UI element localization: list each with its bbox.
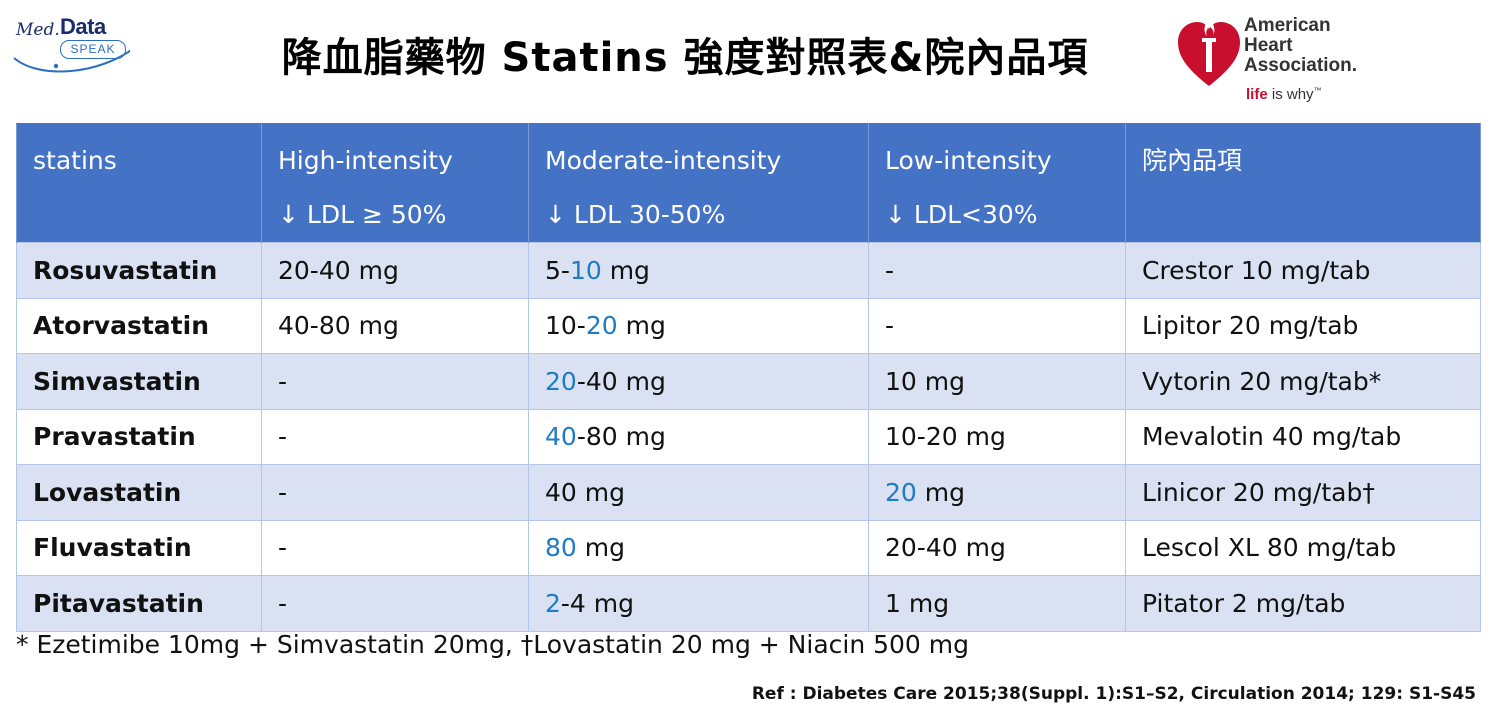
cell-moderate-intensity: 5-10 mg — [528, 242, 869, 299]
cell-statin-name: Atorvastatin — [16, 297, 262, 354]
cell-hospital-product: Linicor 20 mg/tab† — [1125, 464, 1481, 521]
table-row: Pravastatin -40-80 mg 10-20 mg Mevalotin 40… — [16, 408, 1481, 465]
cell-low-intensity: 10 mg — [868, 353, 1126, 410]
cell-low-intensity: 10-20 mg — [868, 408, 1126, 465]
table-row: Atorvastatin 40-80 mg 10-20 mg - Lipitor 20 … — [16, 297, 1481, 354]
cell-low-intensity: - — [868, 297, 1126, 354]
header-high-intensity: High-intensity ↓ LDL ≥ 50% — [261, 123, 529, 243]
cell-high-intensity: 20-40 mg — [261, 242, 529, 299]
cell-statin-name: Simvastatin — [16, 353, 262, 410]
cell-statin-name: Lovastatin — [16, 464, 262, 521]
aha-name: American Heart Association. — [1244, 15, 1357, 76]
page-title: 降血脂藥物 Statins 強度對照表&院內品項 — [281, 35, 1089, 81]
cell-high-intensity: - — [261, 353, 529, 410]
footnote: * Ezetimibe 10mg + Simvastatin 20mg, †Lo… — [16, 630, 970, 659]
cell-hospital-product: Pitator 2 mg/tab — [1125, 575, 1481, 632]
header-statins: statins — [16, 123, 262, 243]
cell-high-intensity: - — [261, 575, 529, 632]
meddataspeak-logo: Med. Data SPEAK — [10, 14, 130, 74]
cell-low-intensity: 1 mg — [868, 575, 1126, 632]
reference: Ref : Diabetes Care 2015;38(Suppl. 1):S1… — [751, 684, 1476, 704]
aha-tagline: life is why™ — [1246, 86, 1322, 103]
cell-statin-name: Fluvastatin — [16, 519, 262, 576]
cell-low-intensity: 20 mg — [868, 464, 1126, 521]
heart-torch-icon — [1178, 18, 1240, 86]
cell-low-intensity: 20-40 mg — [868, 519, 1126, 576]
logo-data-text: Data — [60, 14, 106, 39]
cell-high-intensity: - — [261, 408, 529, 465]
cell-high-intensity: - — [261, 519, 529, 576]
cell-hospital-product: Vytorin 20 mg/tab* — [1125, 353, 1481, 410]
cell-statin-name: Pravastatin — [16, 408, 262, 465]
logo-med-text: Med. — [16, 20, 60, 40]
cell-statin-name: Rosuvastatin — [16, 242, 262, 299]
table-row: Pitavastatin -2-4 mg 1 mg Pitator 2 mg/tab — [16, 575, 1481, 632]
cell-high-intensity: - — [261, 464, 529, 521]
cell-moderate-intensity: 40 mg — [528, 464, 869, 521]
header-low-intensity: Low-intensity ↓ LDL<30% — [868, 123, 1126, 243]
cell-moderate-intensity: 2-4 mg — [528, 575, 869, 632]
cell-hospital-product: Lescol XL 80 mg/tab — [1125, 519, 1481, 576]
table-row: Rosuvastatin 20-40 mg 5-10 mg - Crestor 10 m… — [16, 242, 1481, 299]
table-row: Simvastatin -20-40 mg 10 mg Vytorin 20 mg/t… — [16, 353, 1481, 410]
cell-hospital-product: Mevalotin 40 mg/tab — [1125, 408, 1481, 465]
header-moderate-intensity: Moderate-intensity ↓ LDL 30-50% — [528, 123, 869, 243]
header-hospital-products: 院內品項 — [1125, 123, 1481, 243]
cell-moderate-intensity: 20-40 mg — [528, 353, 869, 410]
cell-moderate-intensity: 80 mg — [528, 519, 869, 576]
cell-hospital-product: Crestor 10 mg/tab — [1125, 242, 1481, 299]
logo-speak-text: SPEAK — [60, 40, 126, 59]
cell-moderate-intensity: 10-20 mg — [528, 297, 869, 354]
aha-logo: American Heart Association. life is why™ — [1176, 6, 1376, 110]
cell-low-intensity: - — [868, 242, 1126, 299]
cell-high-intensity: 40-80 mg — [261, 297, 529, 354]
cell-hospital-product: Lipitor 20 mg/tab — [1125, 297, 1481, 354]
table-row: Lovastatin -40 mg 20 mg Linicor 20 mg/tab† — [16, 464, 1481, 521]
cell-statin-name: Pitavastatin — [16, 575, 262, 632]
table-header-row: statins High-intensity ↓ LDL ≥ 50% Modera… — [16, 123, 1481, 243]
table-row: Fluvastatin -80 mg 20-40 mg Lescol XL 80 mg… — [16, 519, 1481, 576]
cell-moderate-intensity: 40-80 mg — [528, 408, 869, 465]
statin-intensity-table: statins High-intensity ↓ LDL ≥ 50% Modera… — [16, 123, 1481, 632]
